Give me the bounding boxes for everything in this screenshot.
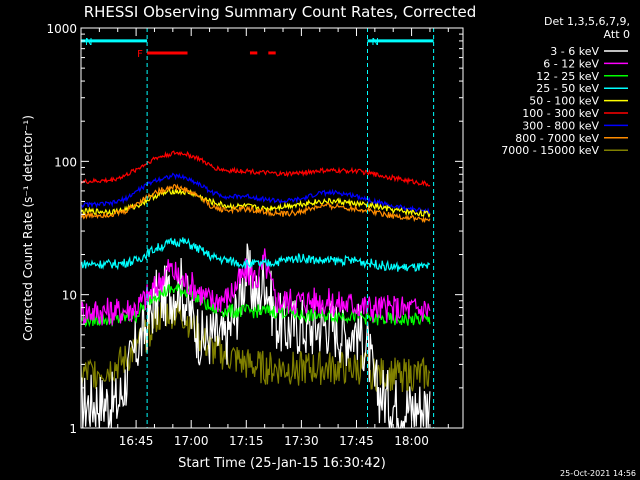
chart-title: RHESSI Observing Summary Count Rates, Co…: [84, 3, 477, 21]
y-axis-label: Corrected Count Rate (s⁻¹ detector⁻¹): [21, 115, 35, 341]
x-tick-label-1730: 17:30: [284, 434, 319, 448]
y-tick-label-100: 100: [54, 155, 77, 169]
x-tick-label-1715: 17:15: [229, 434, 264, 448]
legend-label-800-7000-kev: 800 - 7000 keV: [515, 132, 599, 145]
series-line-6-12-kev: [80, 248, 431, 326]
y-tick-label-1: 1: [69, 422, 77, 436]
x-tick-label-1800: 18:00: [394, 434, 429, 448]
plot-frame: [80, 27, 464, 429]
legend-label-300-800-kev: 300 - 800 keV: [522, 119, 599, 132]
y-tick-label-1000: 1000: [46, 22, 77, 36]
series-line-3-6-kev: [80, 243, 431, 429]
legend-header-line-1: Det 1,3,5,6,7,9,: [544, 15, 630, 28]
flag-label-0: N: [85, 37, 92, 48]
series-line-50-100-kev: [80, 188, 431, 218]
legend-label-25-50-kev: 25 - 50 keV: [536, 82, 599, 95]
legend-label-100-300-kev: 100 - 300 keV: [522, 107, 599, 120]
x-tick-label-1745: 17:45: [339, 434, 374, 448]
flag-label-1: N: [372, 37, 379, 48]
x-axis-label: Start Time (25-Jan-15 16:30:42): [178, 456, 386, 471]
series-line-100-300-kev: [80, 150, 431, 187]
legend-label-7000-15000-kev: 7000 - 15000 keV: [501, 144, 599, 157]
legend-label-3-6-kev: 3 - 6 keV: [550, 45, 599, 58]
flag-label-2: F: [137, 49, 143, 60]
legend-label-12-25-kev: 12 - 25 keV: [536, 70, 599, 83]
series-line-800-7000-kev: [80, 183, 431, 223]
y-tick-label-10: 10: [62, 289, 77, 303]
series-line-25-50-kev: [80, 237, 431, 272]
x-tick-label-1645: 16:45: [119, 434, 154, 448]
footer-date: 25-Oct-2021 14:56: [560, 469, 636, 478]
legend-header-line-2: Att 0: [604, 28, 630, 41]
legend-label-50-100-kev: 50 - 100 keV: [529, 95, 599, 108]
legend-label-6-12-kev: 6 - 12 keV: [543, 57, 599, 70]
x-tick-label-1700: 17:00: [174, 434, 209, 448]
